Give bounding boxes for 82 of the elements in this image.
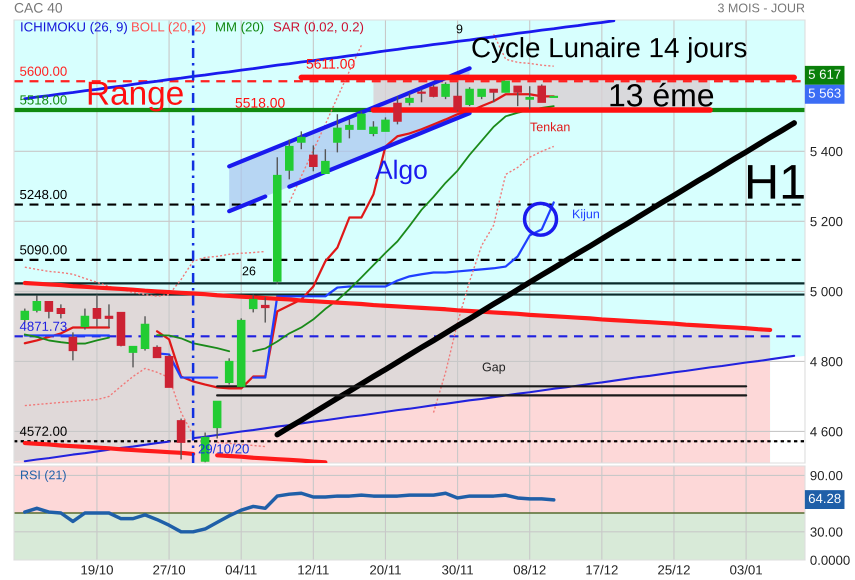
candlestick bbox=[537, 84, 546, 103]
annotation: MM (20) bbox=[216, 22, 264, 34]
ref-line-label: 5090.00 bbox=[20, 245, 67, 254]
y-tick-label: 90.00 bbox=[810, 470, 842, 480]
chart-title: CAC 40 bbox=[14, 2, 62, 13]
y-tick-label: 4 600 bbox=[810, 427, 842, 436]
candlestick bbox=[80, 308, 90, 330]
candlestick bbox=[248, 294, 258, 314]
candlestick bbox=[441, 82, 450, 100]
annotation: 64.28 bbox=[808, 494, 841, 504]
candlestick bbox=[104, 304, 114, 328]
candlestick bbox=[357, 110, 366, 130]
candlestick bbox=[465, 86, 474, 107]
candlestick bbox=[453, 82, 462, 112]
x-tick-label: 12/11 bbox=[298, 564, 329, 575]
annotation: 5 563 bbox=[808, 88, 841, 98]
y-tick-label: 0.0000 bbox=[810, 556, 850, 565]
candlestick bbox=[260, 296, 270, 324]
candlestick bbox=[321, 148, 330, 174]
ref-line-label: 5518.00 bbox=[20, 95, 67, 105]
candlestick bbox=[429, 84, 438, 98]
candlestick bbox=[405, 92, 414, 106]
annotation: 5518.00 bbox=[236, 98, 285, 108]
candlestick bbox=[32, 294, 42, 314]
y-tick-label: 30.00 bbox=[810, 527, 842, 537]
candlestick bbox=[224, 358, 234, 386]
candlestick bbox=[417, 88, 426, 103]
candlestick bbox=[501, 80, 510, 93]
y-tick-label: 5 200 bbox=[810, 216, 842, 226]
x-tick-label: 03/01 bbox=[730, 564, 762, 575]
candlestick bbox=[309, 144, 318, 172]
x-tick-label: 19/10 bbox=[81, 564, 113, 575]
annotation: 5 617 bbox=[808, 70, 841, 79]
x-tick-label: 25/12 bbox=[658, 564, 690, 575]
candlestick bbox=[345, 118, 354, 140]
text: Tenkan bbox=[530, 122, 570, 132]
annotation: H1 bbox=[748, 165, 804, 199]
candlestick bbox=[369, 120, 378, 137]
candlestick bbox=[20, 308, 30, 324]
candlestick bbox=[381, 116, 390, 132]
annotation: Cycle Lunaire 14 jours bbox=[472, 37, 746, 63]
candlestick bbox=[285, 138, 294, 180]
x-tick-label: 04/11 bbox=[226, 564, 257, 575]
ref-line-label: 4572.00 bbox=[20, 426, 67, 436]
x-tick-label: 30/11 bbox=[442, 564, 473, 575]
candlestick bbox=[393, 96, 402, 126]
candlestick bbox=[44, 300, 54, 320]
candlestick bbox=[489, 88, 498, 103]
ref-line-label: 5248.00 bbox=[20, 190, 67, 200]
y-tick-label: 5 000 bbox=[810, 286, 842, 296]
x-tick-label: 20/11 bbox=[370, 564, 401, 575]
candlestick bbox=[68, 332, 78, 362]
x-tick-label: 17/12 bbox=[586, 564, 618, 575]
candlestick bbox=[176, 418, 186, 460]
series-label: Kijun bbox=[573, 209, 599, 221]
annotation: Range bbox=[88, 82, 183, 112]
candlestick bbox=[525, 85, 534, 110]
annotation: 26 bbox=[242, 266, 256, 276]
annotation: 5611.00 bbox=[306, 58, 355, 69]
annotation: Gap bbox=[482, 362, 506, 374]
y-tick-label: 5 400 bbox=[810, 146, 842, 156]
ref-line-label: 5600.00 bbox=[20, 66, 67, 76]
annotation: RSI (21) bbox=[21, 470, 66, 482]
annotation: 13 éme bbox=[610, 82, 714, 107]
annotation: BOLL (20, 2) bbox=[132, 22, 206, 34]
candlestick bbox=[477, 88, 486, 100]
y-tick-label: 4 800 bbox=[810, 357, 842, 366]
x-tick-label: 08/12 bbox=[514, 564, 546, 575]
candlestick bbox=[92, 294, 102, 328]
annotation: SAR (0.02, 0.2) bbox=[274, 22, 364, 34]
annotation: ICHIMOKU (26, 9) bbox=[21, 22, 127, 34]
candlestick bbox=[513, 85, 522, 107]
annotation: 9 bbox=[456, 24, 462, 34]
candlestick bbox=[152, 344, 162, 358]
x-tick-label: 27/10 bbox=[153, 564, 186, 575]
line-series bbox=[23, 492, 556, 534]
candlestick bbox=[333, 114, 342, 154]
candlestick bbox=[56, 304, 66, 320]
candlestick bbox=[128, 346, 138, 368]
ref-line-label: 4871.73 bbox=[20, 322, 67, 331]
candlestick bbox=[297, 130, 306, 150]
chart-subtitle: 3 MOIS - JOUR bbox=[718, 4, 804, 12]
